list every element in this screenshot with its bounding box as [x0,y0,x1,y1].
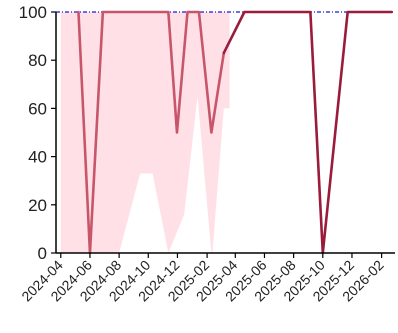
series-line-2 [222,10,393,255]
y-tick-label: 80 [28,51,47,70]
series-layer [77,10,393,255]
series-line-1 [77,10,226,255]
y-tick-label: 100 [19,3,47,22]
range-band [60,12,230,253]
y-tick-label: 40 [28,148,47,167]
y-tick-group: 0 20 40 60 80 100 [19,3,56,263]
x-tick-group: 2024-042024-062024-082024-102024-122025-… [18,253,387,304]
y-tick-label: 0 [38,244,47,263]
y-tick-label: 20 [28,196,47,215]
plot-area: 0 20 40 60 80 100 2024-042024-062024-082024-1… [18,3,395,304]
y-tick-label: 60 [28,99,47,118]
